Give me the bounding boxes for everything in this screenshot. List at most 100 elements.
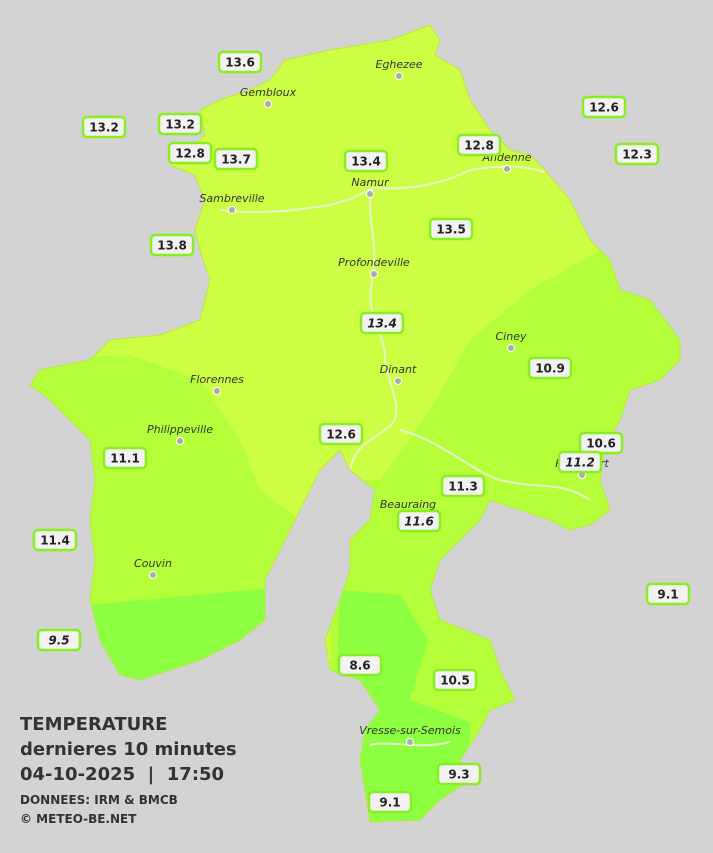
station-value: 9.5 [48, 634, 69, 648]
station-value: 11.3 [448, 480, 478, 494]
station: 13.2 [81, 115, 127, 139]
station-value: 13.2 [165, 118, 195, 132]
title-source: DONNEES: IRM & BMCB [20, 793, 178, 807]
station-box [367, 790, 413, 814]
city-label: Eghezee [376, 58, 423, 71]
city-label: Beauraing [380, 498, 436, 511]
station: 13.6 [217, 50, 263, 74]
station-box [359, 311, 405, 335]
legend-title: TEMPERATURE dernieres 10 minutes 04-10-2… [20, 714, 237, 826]
province-outline [29, 24, 681, 823]
city-dot [366, 190, 374, 198]
station: 10.6 [578, 431, 624, 455]
station: 12.6 [318, 422, 364, 446]
station: 13.2 [157, 112, 203, 136]
river-sambre-meuse [219, 165, 546, 214]
city-label: Couvin [134, 557, 172, 570]
station-box [337, 653, 383, 677]
station: 8.6 [337, 653, 383, 677]
cities: EghezeeGemblouxAndenneNamurSambrevillePr… [134, 58, 609, 746]
station: 12.6 [581, 95, 627, 119]
station: 11.2 [557, 450, 603, 474]
station: 12.8 [167, 141, 213, 165]
station-value: 13.4 [367, 317, 397, 331]
station: 13.4 [343, 149, 389, 173]
station-box [396, 509, 442, 533]
river-lesse [399, 429, 591, 501]
station: 9.1 [367, 790, 413, 814]
city-label: Vresse-sur-Semois [359, 724, 461, 737]
station-value: 12.3 [622, 148, 652, 162]
station-value: 13.6 [225, 56, 255, 70]
station-box [157, 112, 203, 136]
station: 10.9 [527, 356, 573, 380]
city-dot [264, 100, 272, 108]
city-label: Florennes [190, 373, 244, 386]
city-dot [395, 72, 403, 80]
station-box [36, 628, 82, 652]
city-dot [507, 344, 515, 352]
station: 12.8 [456, 133, 502, 157]
city-label: Sambreville [199, 192, 264, 205]
station-box [343, 149, 389, 173]
station: 11.4 [32, 528, 78, 552]
station-box [440, 474, 486, 498]
city-dot [503, 165, 511, 173]
rivers [219, 165, 591, 747]
station-value: 12.6 [326, 428, 356, 442]
station-box [167, 141, 213, 165]
title-datetime: 04-10-2025 | 17:50 [20, 764, 224, 785]
station-value: 10.6 [586, 437, 616, 451]
city-label: Namur [351, 176, 390, 189]
station-value: 10.9 [535, 362, 565, 376]
station-box [102, 446, 148, 470]
river-meuse [349, 187, 398, 471]
station-value: 13.7 [221, 153, 251, 167]
station: 12.3 [614, 142, 660, 166]
city-label: Ciney [496, 330, 527, 343]
city-label: Gembloux [240, 86, 297, 99]
city-dot [149, 571, 157, 579]
station: 10.5 [432, 668, 478, 692]
river-semois [369, 741, 451, 747]
station-value: 11.4 [40, 534, 70, 548]
station: 13.5 [428, 217, 474, 241]
station-box [149, 233, 195, 257]
station-box [557, 450, 603, 474]
stations: 13.6 13.2 13.2 12.8 13.7 13.4 12.8 12.6 12.3 13.8… [32, 50, 691, 814]
city-dot [228, 206, 236, 214]
title-subtitle: dernieres 10 minutes [20, 739, 237, 760]
station-value: 12.8 [464, 139, 494, 153]
station: 9.5 [36, 628, 82, 652]
station-box [81, 115, 127, 139]
station: 9.1 [645, 582, 691, 606]
title-heading: TEMPERATURE [20, 714, 167, 735]
station-value: 12.6 [589, 101, 619, 115]
station-value: 11.2 [565, 456, 595, 470]
station: 11.6 [396, 509, 442, 533]
station-box [428, 217, 474, 241]
city-label: Dinant [380, 363, 417, 376]
station-box [217, 50, 263, 74]
station-box [581, 95, 627, 119]
station-box [456, 133, 502, 157]
station-box [432, 668, 478, 692]
station-value: 13.8 [157, 239, 187, 253]
station-value: 8.6 [349, 659, 370, 673]
station-value: 9.1 [657, 588, 678, 602]
station-value: 11.6 [404, 515, 434, 529]
station-value: 9.3 [448, 768, 469, 782]
station-value: 9.1 [379, 796, 400, 810]
city-label: Profondeville [338, 256, 410, 269]
station-value: 10.5 [440, 674, 470, 688]
station: 11.3 [440, 474, 486, 498]
city-dot [394, 377, 402, 385]
station-box [318, 422, 364, 446]
city-dot [213, 387, 221, 395]
city-dot [406, 738, 414, 746]
city-label: Philippeville [147, 423, 213, 436]
station: 13.4 [359, 311, 405, 335]
station-box [614, 142, 660, 166]
station-box [436, 762, 482, 786]
